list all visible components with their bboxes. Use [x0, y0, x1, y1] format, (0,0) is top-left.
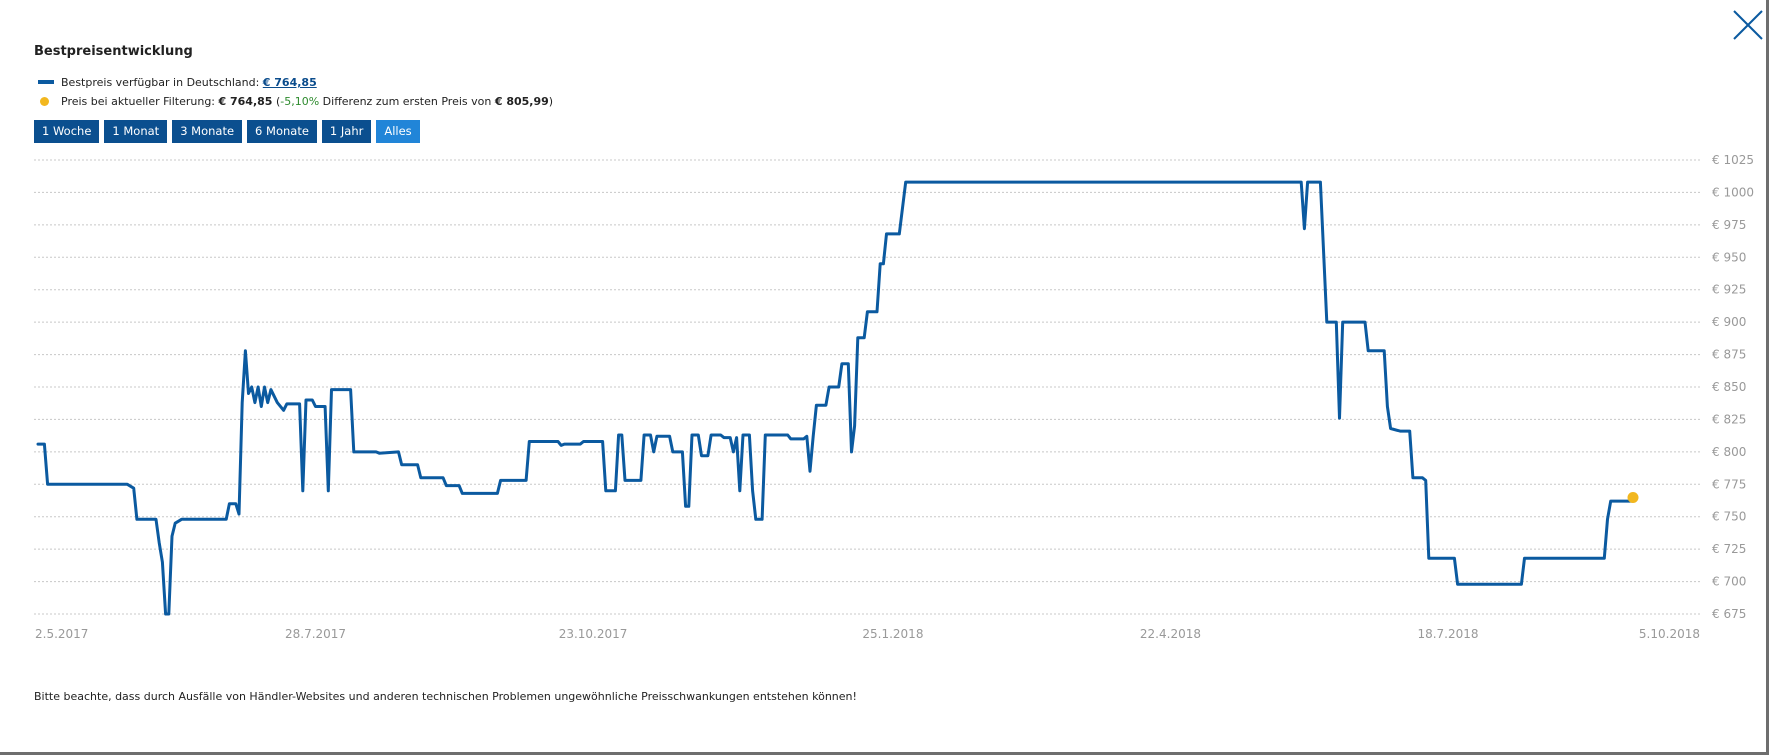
y-tick-label: € 950	[1712, 250, 1746, 264]
x-tick-label: 28.7.2017	[285, 627, 346, 641]
dot-legend-icon	[40, 96, 49, 106]
price-history-chart: € 675 € 700 € 725 € 750 € 775 € 800 € 825 € 850…	[34, 153, 1754, 641]
filter-price-label: Preis bei aktueller Filterung:	[61, 95, 219, 108]
y-tick-label: € 800	[1712, 445, 1746, 459]
range-button-6-monate[interactable]: 6 Monate	[247, 120, 317, 143]
y-tick-label: € 1025	[1712, 153, 1754, 167]
diff-open: (	[272, 95, 281, 108]
y-tick-label: € 700	[1712, 575, 1746, 589]
diff-percent: -5,10%	[280, 95, 320, 108]
range-button-1-jahr[interactable]: 1 Jahr	[321, 120, 372, 143]
y-tick-label: € 875	[1712, 348, 1746, 362]
legend-filter-price: Preis bei aktueller Filterung: € 764,85 …	[38, 95, 553, 108]
x-tick-label: 5.10.2018	[1639, 627, 1700, 641]
range-button-3-monate[interactable]: 3 Monate	[172, 120, 243, 143]
y-tick-label: € 775	[1712, 477, 1746, 491]
chart-title: Bestpreisentwicklung	[34, 44, 193, 59]
y-tick-label: € 975	[1712, 218, 1746, 232]
best-price-link[interactable]: € 764,85	[262, 76, 317, 89]
x-tick-label: 2.5.2017	[35, 627, 88, 641]
range-button-alles[interactable]: Alles	[376, 120, 420, 143]
range-button-1-woche[interactable]: 1 Woche	[34, 120, 100, 143]
range-button-1-monat[interactable]: 1 Monat	[104, 120, 168, 143]
y-tick-label: € 725	[1712, 542, 1746, 556]
y-tick-label: € 825	[1712, 412, 1746, 426]
time-range-buttons: 1 Woche 1 Monat 3 Monate 6 Monate 1 Jahr…	[34, 120, 420, 143]
x-tick-label: 18.7.2018	[1417, 627, 1478, 641]
y-tick-label: € 850	[1712, 380, 1746, 394]
y-tick-label: € 900	[1712, 315, 1746, 329]
diff-close: )	[548, 95, 554, 108]
first-price-value: € 805,99	[494, 95, 549, 108]
price-series-line	[36, 180, 1635, 616]
line-legend-icon	[38, 80, 54, 84]
y-tick-label: € 675	[1712, 607, 1746, 621]
disclaimer-text: Bitte beachte, dass durch Ausfälle von H…	[34, 690, 857, 703]
y-tick-label: € 925	[1712, 283, 1746, 297]
filter-price-value: € 764,85	[218, 95, 273, 108]
x-tick-label: 25.1.2018	[862, 627, 923, 641]
x-tick-label: 23.10.2017	[559, 627, 628, 641]
best-price-label: Bestpreis verfügbar in Deutschland:	[61, 76, 263, 89]
current-price-dot	[1627, 491, 1639, 503]
legend-best-price: Bestpreis verfügbar in Deutschland: € 76…	[38, 76, 317, 89]
diff-text: Differenz zum ersten Preis von	[319, 95, 495, 108]
close-x-icon[interactable]	[1731, 8, 1765, 42]
y-tick-label: € 1000	[1712, 185, 1754, 199]
y-tick-label: € 750	[1712, 510, 1746, 524]
x-tick-label: 22.4.2018	[1140, 627, 1201, 641]
